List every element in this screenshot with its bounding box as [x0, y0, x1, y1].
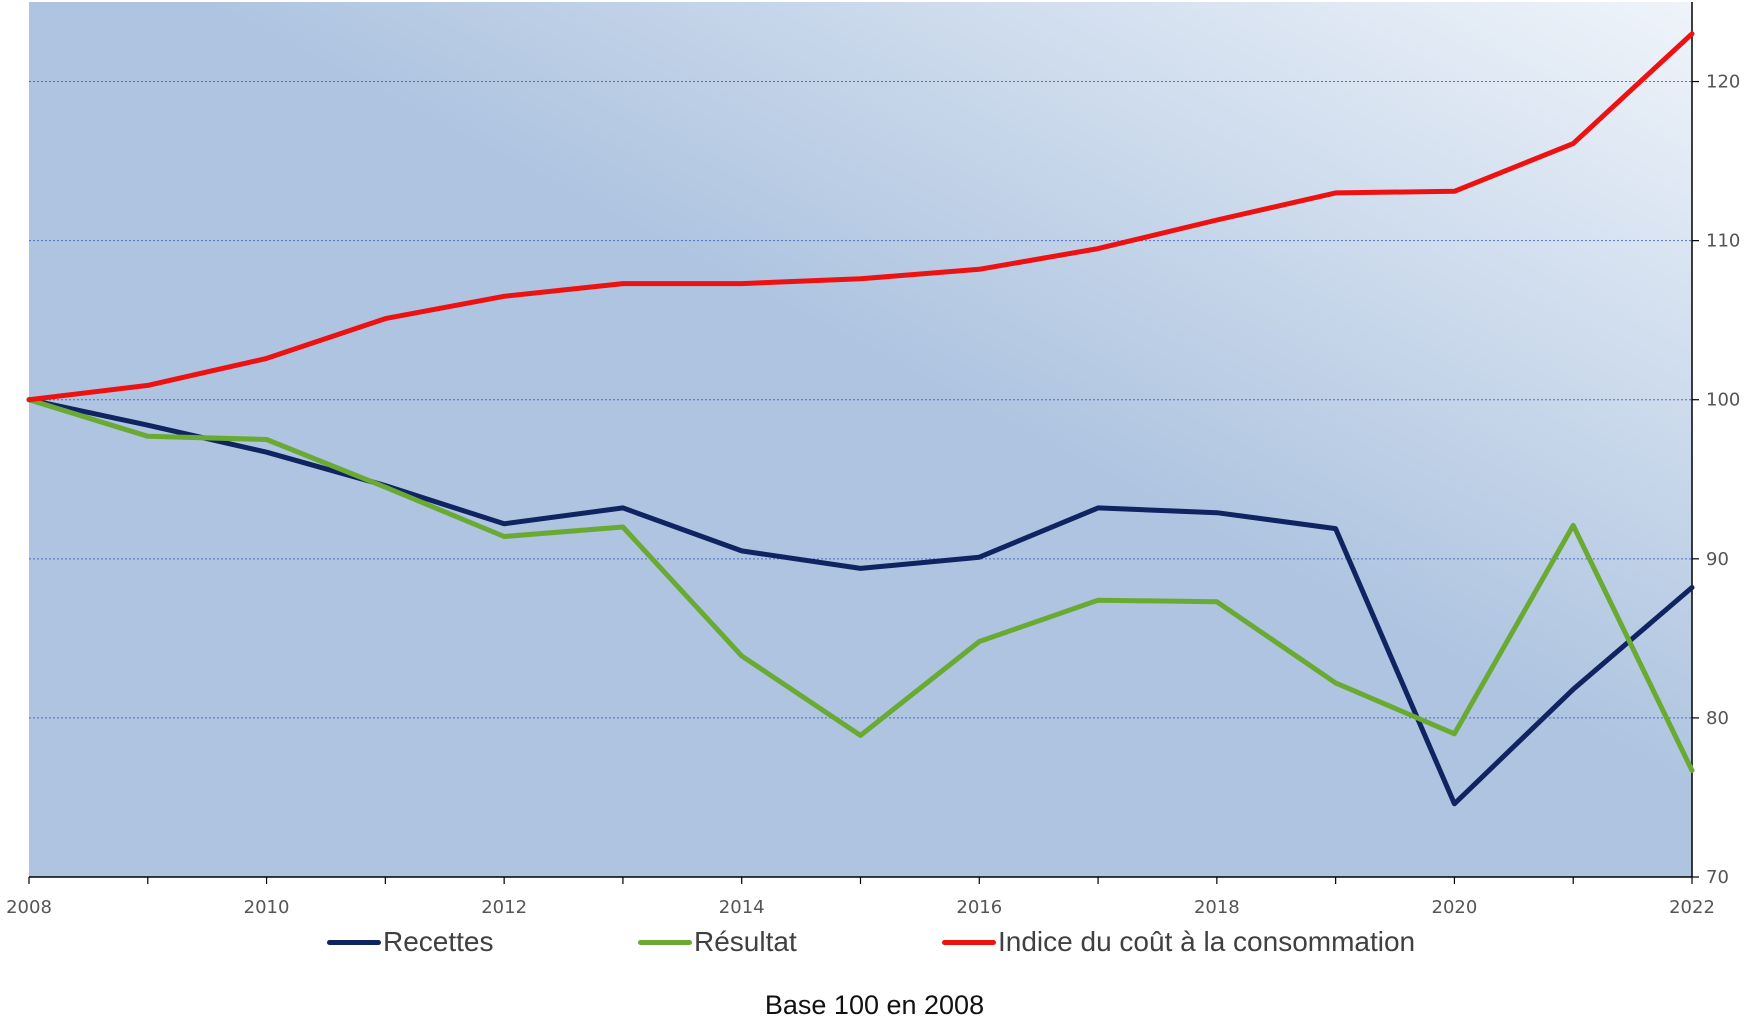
- series-line-2: [26, 397, 1695, 773]
- series-line-3: [26, 31, 1695, 403]
- series-line-1: [26, 397, 1695, 807]
- chart-footnote: Base 100 en 2008: [764, 990, 985, 1020]
- x-tick-label-2010: 2010: [244, 897, 290, 918]
- x-tick-label-2012: 2012: [481, 897, 527, 918]
- legend-item-indice: Indice du coût à la consommation: [942, 920, 1415, 964]
- legend: Recettes Résultat Indice du coût à la co…: [0, 920, 1749, 964]
- x-tick-label-2022: 2022: [1669, 897, 1715, 918]
- legend-item-recettes: Recettes: [327, 920, 494, 964]
- x-tick-label-2008: 2008: [6, 897, 52, 918]
- y-tick-label-100: 100: [1706, 390, 1740, 411]
- x-tick-label-2016: 2016: [956, 897, 1002, 918]
- tick-labels: 2008 2010 2012 2014 2016 2018 2020 2022 70 80 90 10…: [6, 72, 1740, 918]
- legend-label-recettes: Recettes: [383, 926, 494, 957]
- y-tick-label-110: 110: [1706, 231, 1740, 252]
- y-tick-label-80: 80: [1706, 708, 1729, 729]
- y-tick-label-70: 70: [1706, 867, 1729, 888]
- y-tick-label-120: 120: [1706, 72, 1740, 93]
- x-tick-label-2018: 2018: [1194, 897, 1240, 918]
- legend-swatch-indice: [942, 939, 996, 945]
- axes: [28, 2, 1699, 884]
- x-tick-label-2020: 2020: [1432, 897, 1478, 918]
- legend-swatch-resultat: [638, 939, 692, 945]
- y-tick-label-90: 90: [1706, 549, 1729, 570]
- series-lines: [26, 31, 1695, 807]
- plot-area: [29, 2, 1692, 877]
- legend-swatch-recettes: [327, 939, 381, 945]
- legend-label-indice: Indice du coût à la consommation: [998, 926, 1416, 957]
- legend-label-resultat: Résultat: [694, 926, 797, 957]
- x-tick-label-2014: 2014: [719, 897, 765, 918]
- legend-item-resultat: Résultat: [638, 920, 797, 964]
